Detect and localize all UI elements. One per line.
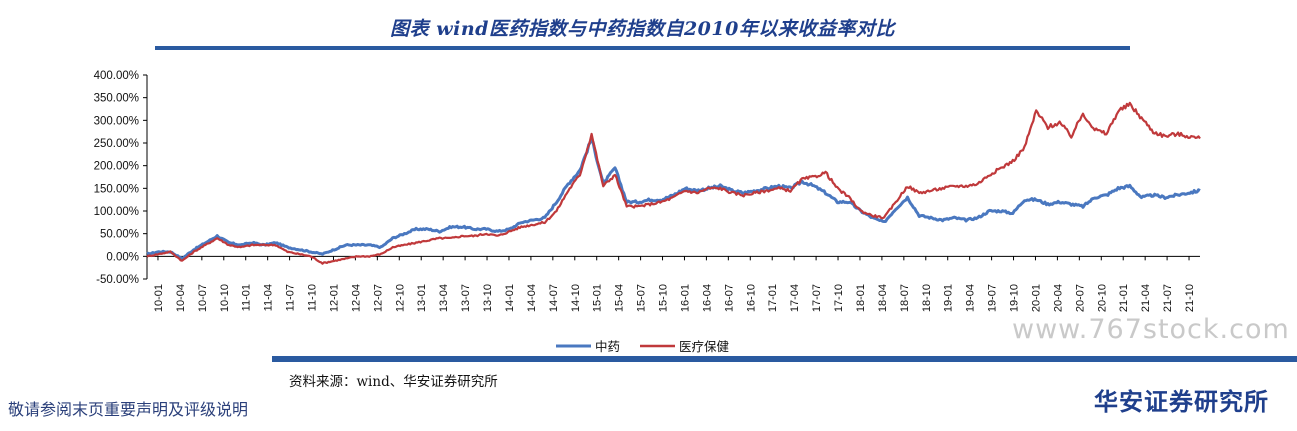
y-tick-label: 350.00% [94,93,139,105]
legend-label-yiliao: 医疗保健 [679,339,730,354]
x-tick-label: 16-07 [723,284,735,312]
y-tick-label: -50.00% [96,274,139,286]
x-tick-label: 20-04 [1052,284,1064,312]
x-tick-label: 11-10 [307,284,319,311]
x-tick-label: 21-04 [1140,284,1152,312]
x-tick-label: 11-07 [285,284,297,311]
x-tick-label: 20-01 [1030,284,1042,312]
x-tick-label: 11-04 [263,284,275,311]
x-tick-label: 17-01 [767,284,779,312]
x-tick-label: 14-10 [570,284,582,312]
y-tick-label: 0.00% [106,251,139,263]
source-rule [272,356,1297,362]
x-tick-label: 19-01 [943,284,955,312]
x-tick-label: 19-04 [965,284,977,312]
y-tick-label: 250.00% [94,138,139,150]
x-tick-label: 18-07 [899,284,911,312]
chart-axes [146,75,1200,279]
x-tick-label: 10-07 [197,284,209,312]
x-tick-label: 19-10 [1009,284,1021,312]
x-tick-label: 18-04 [877,284,889,312]
x-tick-label: 19-07 [987,284,999,312]
y-tick-label: 150.00% [94,183,139,195]
x-tick-label: 20-07 [1074,284,1086,312]
x-tick-label: 14-07 [548,284,560,312]
y-tick-label: 100.00% [94,206,139,218]
x-tick-label: 21-07 [1162,284,1174,312]
y-tick-label: 300.00% [94,115,139,127]
x-tick-label: 10-01 [153,284,165,312]
series-lines [146,101,1201,265]
x-tick-label: 13-07 [460,284,472,312]
x-tick-label: 16-01 [679,284,691,312]
watermark-text: www.767stock.com [1012,314,1290,345]
x-tick-label: 12-04 [350,284,362,312]
chart-title: 图表 wind医药指数与中药指数自2010年以来收益率对比 [390,18,895,40]
y-tick-label: 400.00% [94,70,139,82]
x-tick-label: 15-10 [658,284,670,312]
y-tick-label: 200.00% [94,161,139,173]
x-tick-label: 15-04 [614,284,626,312]
title-rule [155,46,1130,50]
x-tick-label: 10-04 [175,284,187,312]
source-note: 资料来源：wind、华安证券研究所 [289,374,498,390]
x-tick-label: 12-10 [394,284,406,312]
x-tick-label: 17-07 [811,284,823,312]
x-tick-label: 12-01 [328,284,340,312]
y-axis-ticks: 400.00% 350.00% 300.00% 250.00% 200.00% 150.0… [94,70,147,286]
x-tick-label: 10-10 [219,284,231,312]
x-tick-label: 15-01 [592,284,604,312]
institute-name: 华安证券研究所 [1094,388,1269,416]
x-tick-label: 20-10 [1096,284,1108,312]
x-tick-label: 13-10 [482,284,494,312]
x-tick-label: 16-10 [745,284,757,312]
x-axis-ticks: 10-01 10-04 10-07 10-10 11-01 11-04 11-07 11-10… [153,256,1196,312]
x-tick-label: 21-10 [1184,284,1196,312]
x-tick-label: 14-04 [526,284,538,312]
x-tick-label: 12-07 [372,284,384,312]
x-tick-label: 16-04 [701,284,713,312]
x-tick-label: 21-01 [1118,284,1130,312]
series-line-yiliao [146,101,1201,265]
chart-legend: 中药 医疗保健 [556,339,730,354]
x-tick-label: 17-10 [833,284,845,312]
x-tick-label: 11-01 [241,284,253,311]
y-tick-label: 50.00% [100,229,139,241]
x-tick-label: 15-07 [636,284,648,312]
series-line-zhongyao [146,137,1201,261]
x-tick-label: 13-01 [416,284,428,312]
x-tick-label: 13-04 [438,284,450,312]
legend-label-zhongyao: 中药 [595,339,620,354]
x-tick-label: 17-04 [789,284,801,312]
disclaimer-text: 敬请参阅末页重要声明及评级说明 [8,400,249,419]
x-tick-label: 18-01 [855,284,867,312]
x-tick-label: 14-01 [504,284,516,312]
x-tick-label: 18-10 [921,284,933,312]
